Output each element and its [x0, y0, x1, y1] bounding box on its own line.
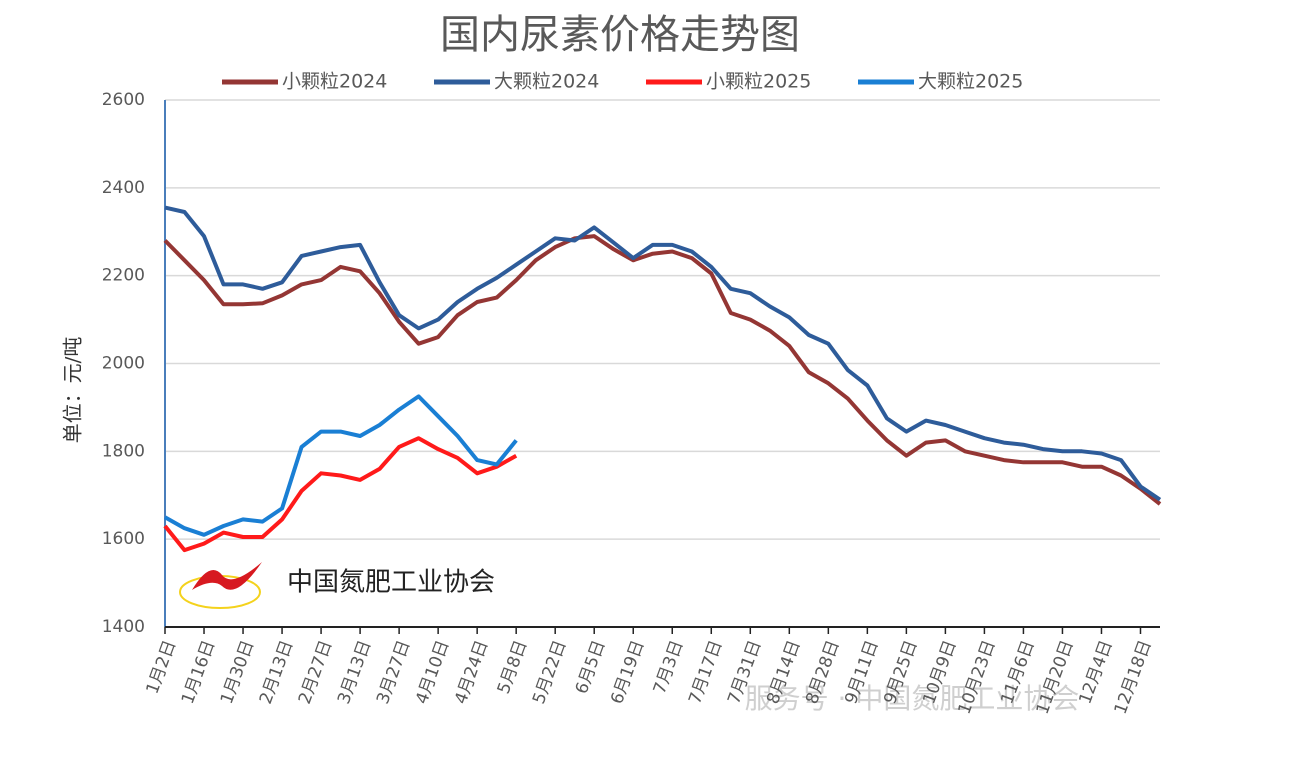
x-tick-label: 12月18日	[1111, 638, 1156, 717]
logo-mark	[192, 562, 262, 590]
x-tick-label: 1月16日	[178, 638, 220, 707]
x-tick-label: 3月27日	[373, 638, 415, 707]
x-tick-label: 1月2日	[143, 638, 181, 697]
x-tick-label: 3月13日	[334, 638, 376, 707]
x-tick-label: 4月10日	[412, 638, 454, 707]
legend-label: 小颗粒2025	[706, 71, 811, 93]
chart-title: 国内尿素价格走势图	[440, 12, 800, 58]
x-tick-label: 2月13日	[256, 638, 298, 707]
x-tick-label: 5月8日	[494, 638, 532, 697]
x-tick-label: 1月30日	[217, 638, 259, 707]
x-tick-label: 12月4日	[1075, 638, 1117, 707]
series-line	[164, 205, 1162, 502]
x-tick-label: 6月5日	[572, 638, 610, 697]
series-line	[163, 436, 518, 553]
legend-label: 大颗粒2024	[494, 71, 599, 93]
y-tick-label: 1600	[102, 529, 145, 549]
y-tick-label: 2200	[102, 266, 145, 286]
y-tick-label: 1400	[102, 617, 145, 637]
y-tick-label: 2600	[102, 90, 145, 110]
y-tick-label: 2400	[102, 178, 145, 198]
y-tick-label: 2000	[102, 354, 145, 374]
x-tick-label: 7月17日	[685, 638, 727, 707]
series-line	[164, 394, 518, 537]
watermark: 服务号 · 中国氮肥工业协会	[745, 682, 1080, 715]
logo-text: 中国氮肥工业协会	[287, 568, 495, 598]
y-axis-label: 单位：元/吨	[61, 337, 85, 444]
y-tick-label: 1800	[102, 441, 145, 461]
legend-label: 小颗粒2024	[282, 71, 387, 93]
x-tick-label: 2月27日	[295, 638, 337, 707]
x-tick-label: 5月22日	[529, 638, 571, 707]
x-tick-label: 6月19日	[607, 638, 649, 707]
series-line	[163, 234, 1162, 506]
legend-label: 大颗粒2025	[918, 71, 1023, 93]
x-tick-label: 7月3日	[650, 638, 688, 697]
x-tick-label: 4月24日	[451, 638, 493, 707]
